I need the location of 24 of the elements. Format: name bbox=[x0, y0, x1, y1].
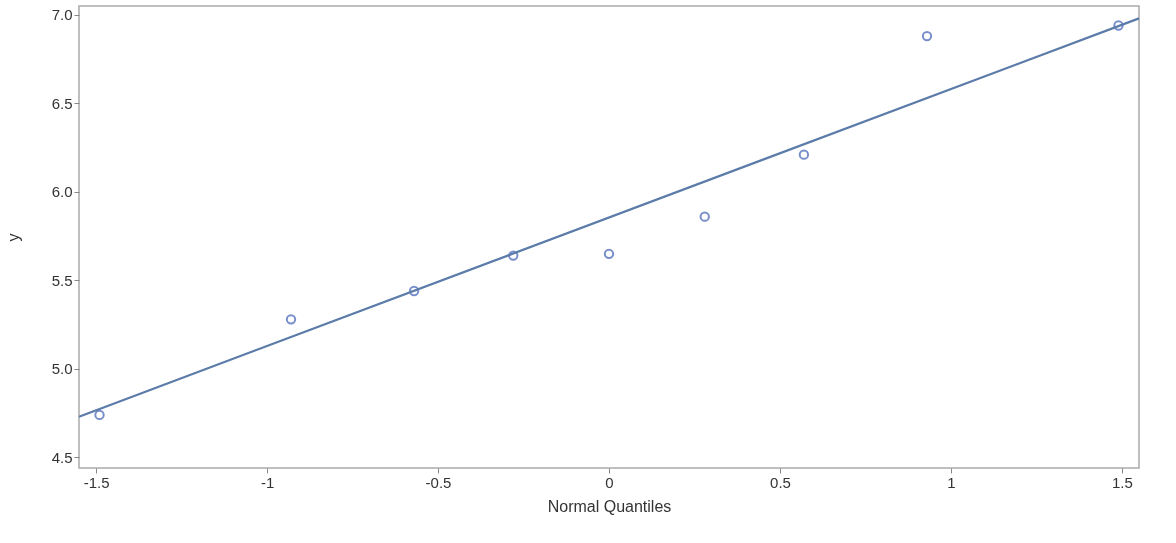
point bbox=[921, 30, 933, 42]
x-tick-label: 0.5 bbox=[770, 473, 791, 491]
point bbox=[1113, 20, 1124, 31]
x-tick-label: -0.5 bbox=[425, 473, 452, 491]
x-tick-label: 1.5 bbox=[1111, 473, 1133, 491]
x-tick-label: -1.5 bbox=[83, 473, 110, 491]
point bbox=[285, 314, 297, 325]
x-tick-label: 1 bbox=[947, 473, 956, 491]
y-tick-label: 5.5 bbox=[51, 271, 73, 289]
y-tick-label: 5.0 bbox=[51, 360, 73, 378]
point bbox=[798, 149, 810, 160]
point bbox=[699, 211, 710, 222]
y-tick-label: 4.5 bbox=[51, 448, 73, 466]
point bbox=[508, 250, 519, 261]
x-tick-label: -1 bbox=[260, 473, 275, 491]
x-axis-title: Normal Quantiles bbox=[547, 497, 672, 515]
y-axis-title: y bbox=[4, 233, 22, 242]
point bbox=[94, 409, 105, 421]
point bbox=[408, 285, 420, 297]
y-tick-label: 7.0 bbox=[51, 6, 73, 24]
point bbox=[603, 248, 615, 259]
y-tick-label: 6.5 bbox=[51, 94, 73, 112]
y-tick-label: 6.0 bbox=[51, 183, 73, 201]
x-tick-label: 0 bbox=[605, 473, 614, 491]
